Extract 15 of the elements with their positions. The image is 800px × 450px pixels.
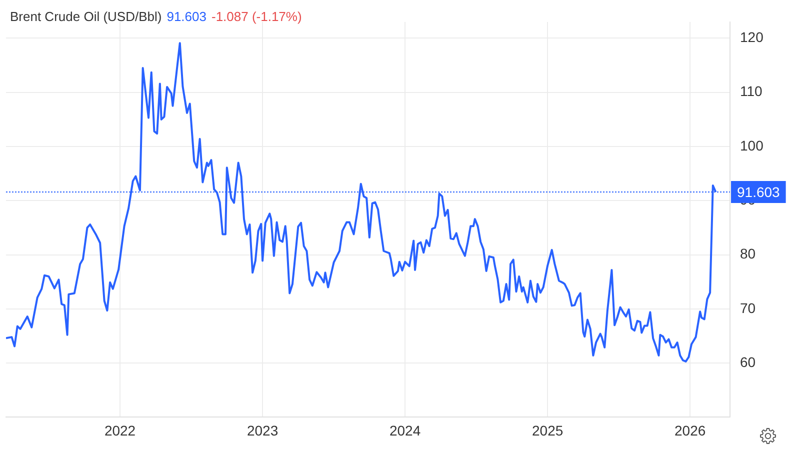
y-tick-label: 100: [740, 137, 764, 154]
y-tick-label: 70: [740, 300, 756, 316]
x-tick-label: 2022: [104, 422, 136, 438]
x-tick-label: 2025: [532, 422, 564, 438]
x-tick-label: 2026: [674, 422, 706, 438]
y-tick-label: 80: [740, 246, 756, 262]
chart-title: Brent Crude Oil (USD/Bbl): [10, 9, 162, 24]
y-tick-label: 60: [740, 354, 756, 370]
ref-line-label: 91.603: [737, 184, 780, 200]
annotation: 91.603: [166, 9, 206, 24]
annotation: -1.087 (-1.17%): [211, 9, 302, 24]
x-tick-label: 2024: [389, 422, 421, 438]
y-tick-label: 120: [740, 29, 764, 46]
y-tick-label: 110: [740, 83, 763, 100]
x-tick-label: 2023: [246, 422, 278, 438]
